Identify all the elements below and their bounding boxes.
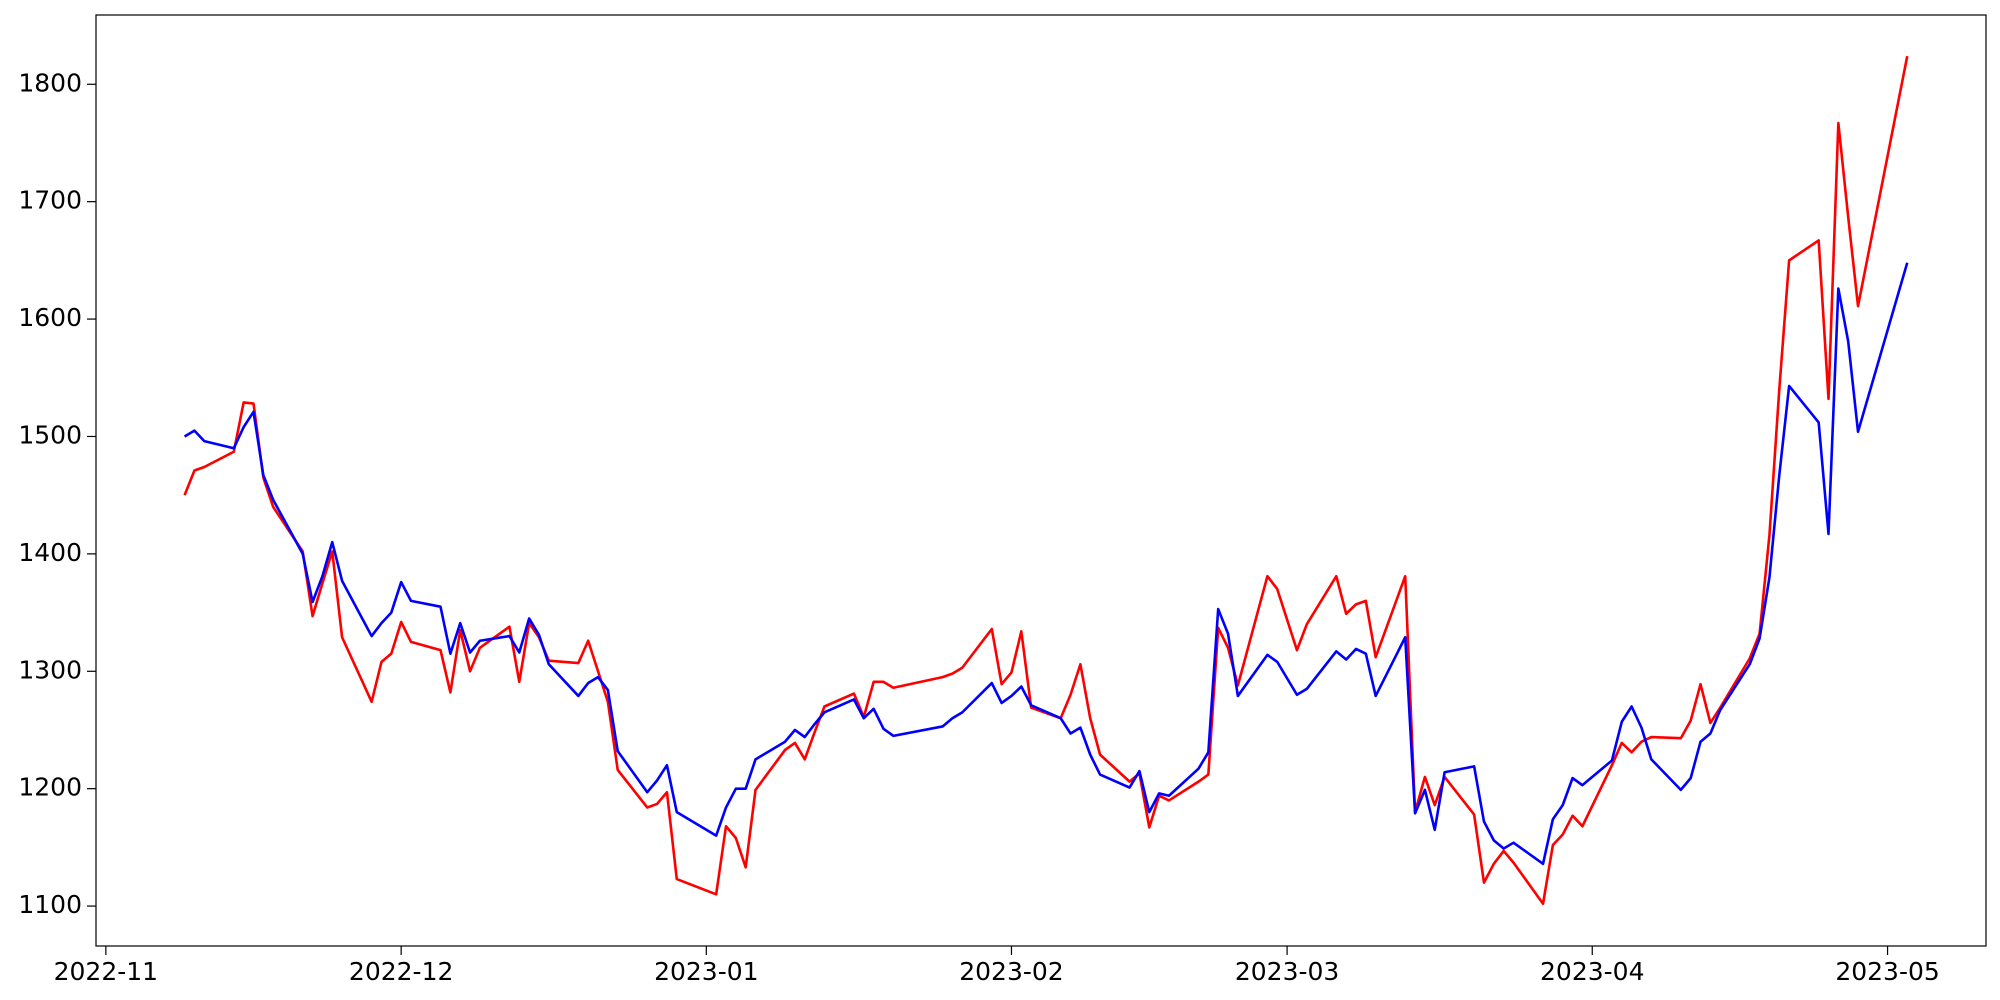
series-line: [183, 262, 1909, 866]
x-tick-label: 2023-02: [959, 957, 1063, 986]
y-tick-label: 1400: [18, 538, 82, 567]
y-tick-label: 1700: [18, 186, 82, 215]
x-tick-label: 2023-05: [1835, 957, 1939, 986]
y-tick-label: 1800: [18, 68, 82, 97]
x-tick-label: 2023-03: [1235, 957, 1339, 986]
x-tick-label: 2023-04: [1540, 957, 1644, 986]
x-tick-label: 2022-12: [349, 957, 453, 986]
x-tick-label: 2022-11: [54, 957, 158, 986]
y-tick-label: 1600: [18, 303, 82, 332]
series-line: [183, 55, 1909, 906]
plot-frame: [95, 14, 1987, 947]
y-tick-label: 1500: [18, 420, 82, 449]
x-tick-label: 2023-01: [654, 957, 758, 986]
y-tick-label: 1300: [18, 655, 82, 684]
y-tick-label: 1100: [18, 890, 82, 919]
y-tick-label: 1200: [18, 773, 82, 802]
